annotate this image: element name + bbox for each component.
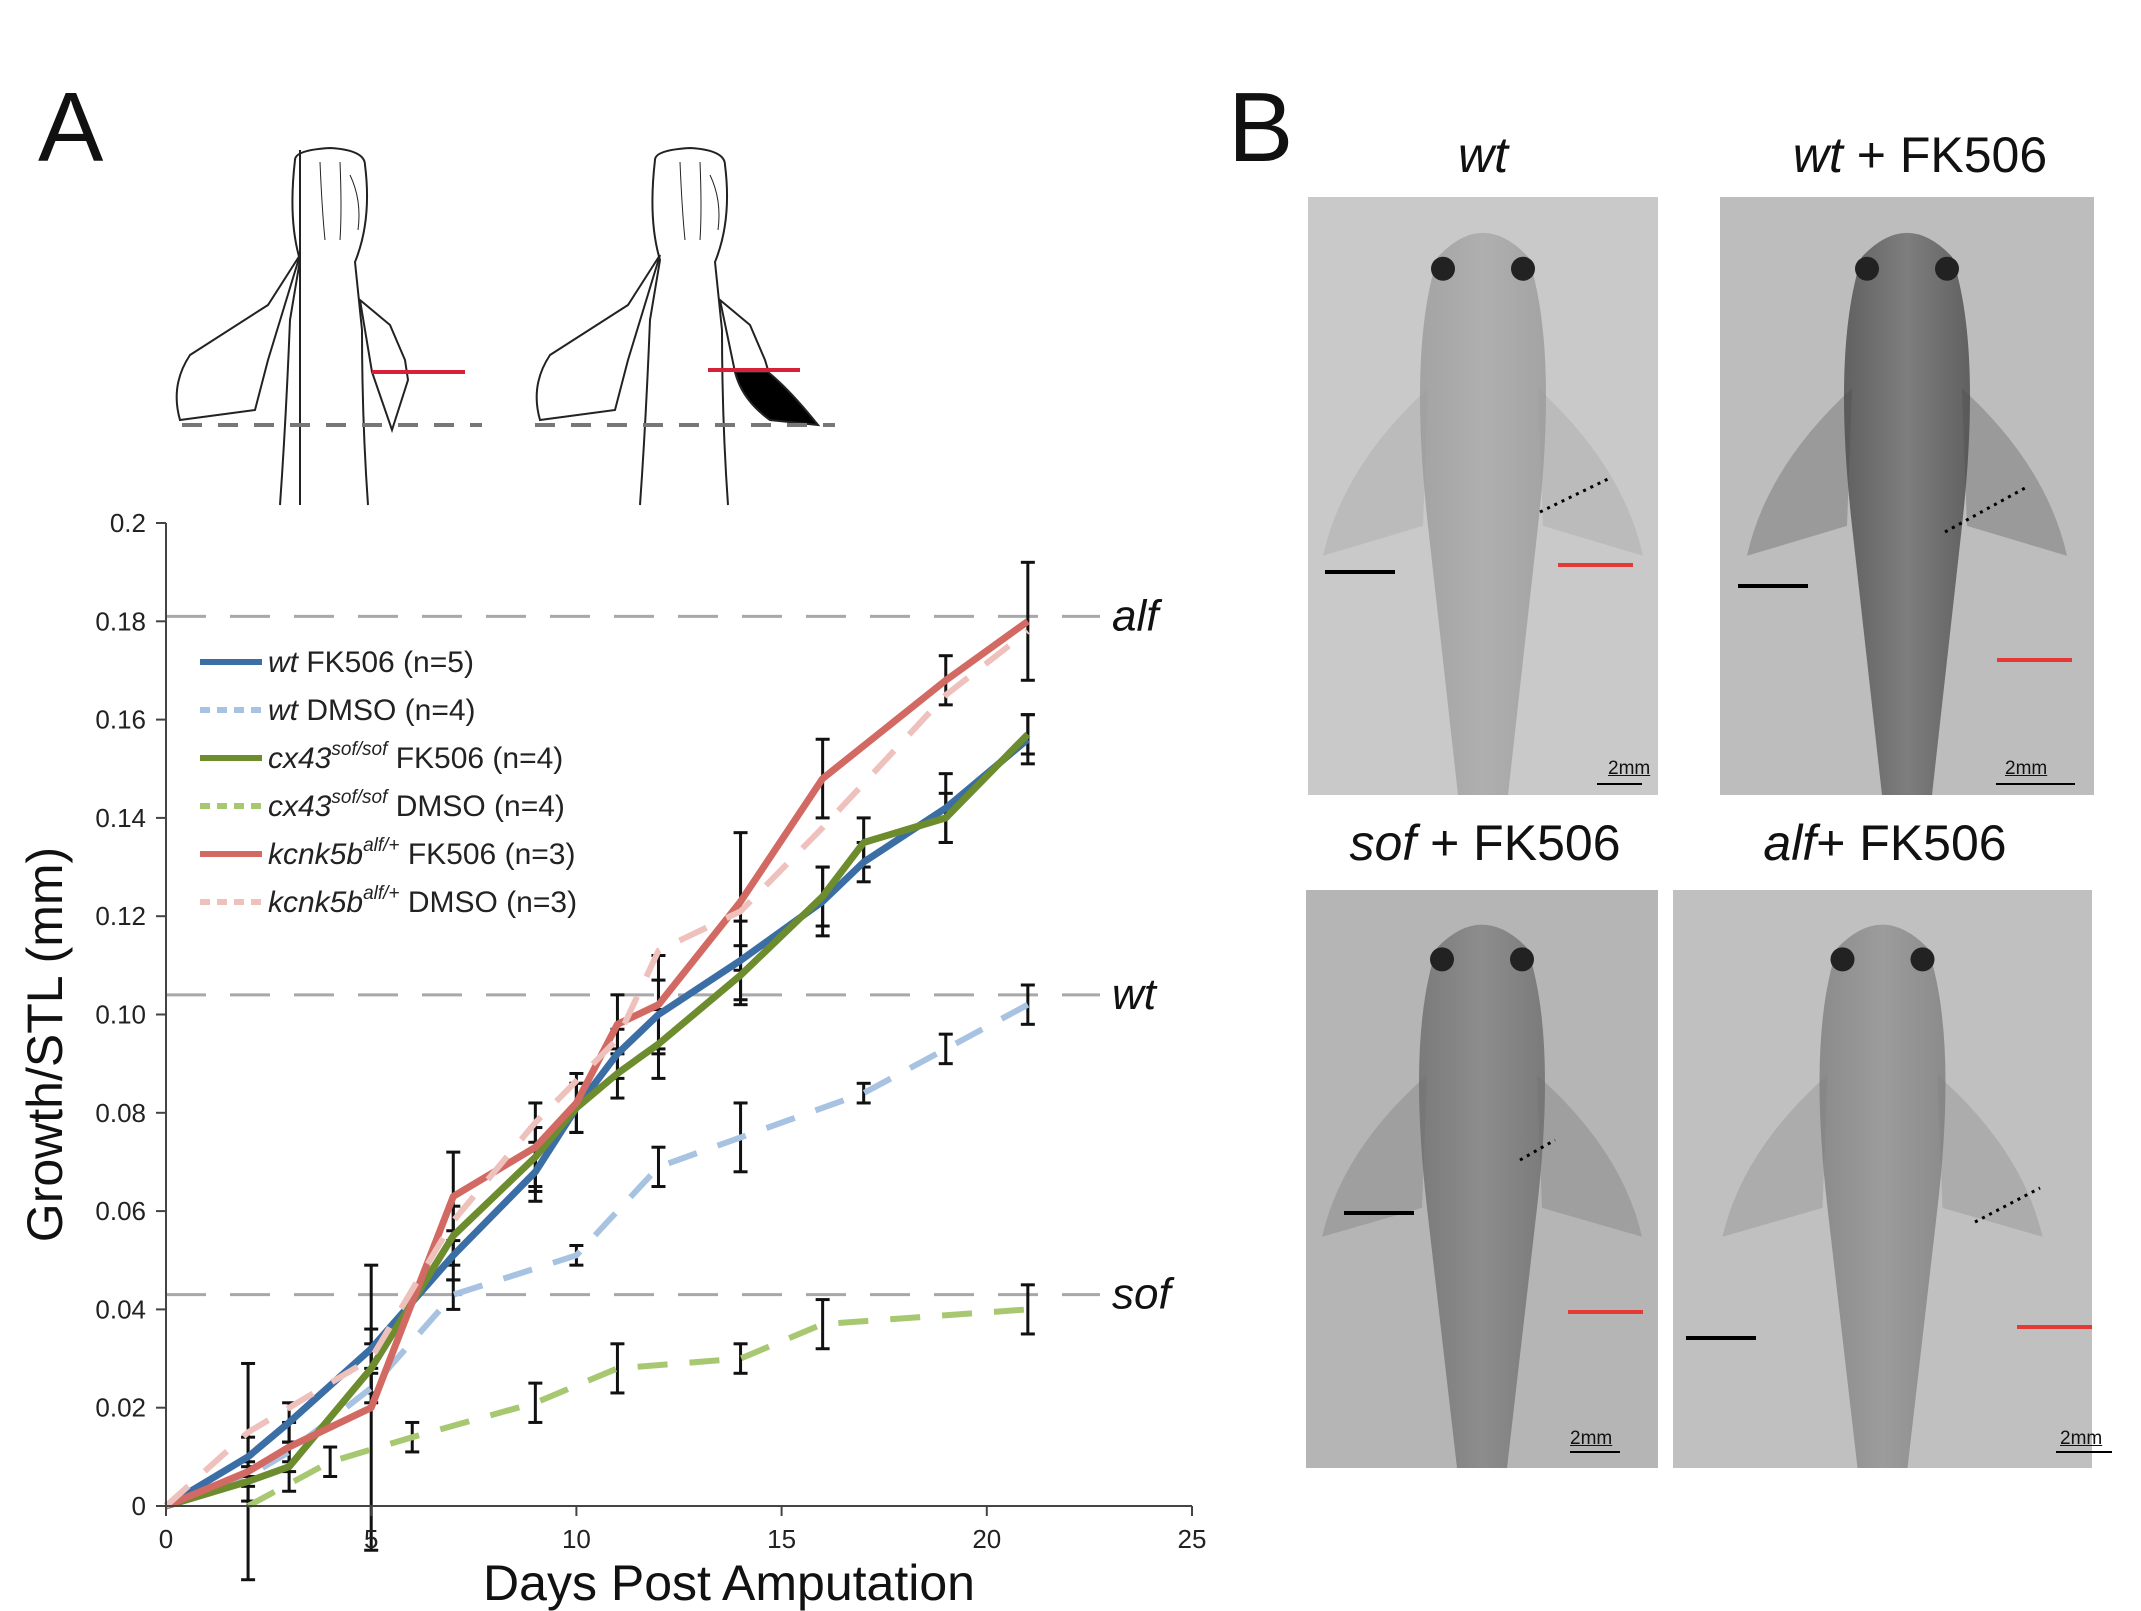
scale-bar-label: 2mm <box>1570 1428 1613 1449</box>
y-tick-label: 0.04 <box>95 1294 146 1324</box>
error-bar <box>856 1081 871 1105</box>
legend-entry-3: cx43sof/sof DMSO (n=4) <box>268 787 565 823</box>
photo-title-wt: wt <box>1458 127 1508 183</box>
y-tick-label: 0.12 <box>95 901 146 931</box>
x-axis-label: Days Post Amputation <box>483 1555 975 1611</box>
fish-photo-wt-fk506 <box>1720 197 2094 795</box>
legend-entry-4: kcnk5balf/+ FK506 (n=3) <box>268 835 575 871</box>
error-bar <box>1020 983 1035 1026</box>
y-tick-label: 0 <box>132 1491 146 1521</box>
reference-label-sof: sof <box>1112 1270 1175 1319</box>
series-line-0 <box>164 736 1031 1510</box>
error-bar <box>938 1032 953 1066</box>
panel-label-a: A <box>38 72 104 182</box>
y-tick-label: 0.06 <box>95 1196 146 1226</box>
y-tick-label: 0.08 <box>95 1098 146 1128</box>
series-line-1 <box>164 1002 1030 1509</box>
legend-entry-0: wt FK506 (n=5) <box>268 646 474 679</box>
y-tick-label: 0.2 <box>110 508 146 538</box>
photo-title-sof-fk506: sof + FK506 <box>1349 815 1621 871</box>
fish-photo-alf-fk506 <box>1673 890 2092 1468</box>
y-tick-label: 0.14 <box>95 803 146 833</box>
error-bar <box>733 1342 748 1375</box>
panel-label-b: B <box>1228 72 1294 182</box>
y-tick-label: 0.10 <box>95 1000 146 1030</box>
x-tick-label: 0 <box>159 1524 173 1554</box>
series-line-5 <box>163 628 1030 1509</box>
reference-label-wt: wt <box>1112 970 1158 1019</box>
error-bar <box>1020 1283 1035 1336</box>
x-tick-label: 25 <box>1178 1524 1207 1554</box>
series-line-3 <box>246 1306 1029 1509</box>
error-bar <box>610 1342 625 1395</box>
legend-entry-5: kcnk5balf/+ DMSO (n=3) <box>268 883 577 919</box>
photo-title-wt-fk506: wt + FK506 <box>1792 127 2048 183</box>
scale-bar-label: 2mm <box>1608 758 1651 779</box>
fish-photo-sof-fk506 <box>1306 890 1658 1468</box>
series-line-4 <box>164 618 1030 1510</box>
y-axis-label: Growth/STL (mm) <box>17 847 73 1242</box>
legend-entry-2: cx43sof/sof FK506 (n=4) <box>268 739 563 775</box>
photo-title-alf-fk506: alf+ FK506 <box>1763 815 2007 871</box>
x-tick-label: 20 <box>972 1524 1001 1554</box>
error-bar <box>815 1298 830 1351</box>
legend-entry-1: wt DMSO (n=4) <box>268 694 476 727</box>
error-bar <box>528 1381 543 1424</box>
y-tick-label: 0.18 <box>95 606 146 636</box>
error-bar <box>1020 560 1035 682</box>
x-tick-label: 15 <box>767 1524 796 1554</box>
scale-bar-label: 2mm <box>2005 758 2048 779</box>
x-tick-label: 5 <box>364 1524 378 1554</box>
fish-photo-wt <box>1308 197 1658 795</box>
error-bar <box>651 1145 666 1189</box>
series-line-2 <box>164 731 1031 1510</box>
y-tick-label: 0.16 <box>95 705 146 735</box>
x-tick-label: 10 <box>562 1524 591 1554</box>
error-bar <box>446 1278 461 1311</box>
scale-bar-label: 2mm <box>2060 1428 2103 1449</box>
reference-label-alf: alf <box>1112 591 1163 640</box>
y-tick-label: 0.02 <box>95 1393 146 1423</box>
error-bar <box>323 1445 338 1479</box>
